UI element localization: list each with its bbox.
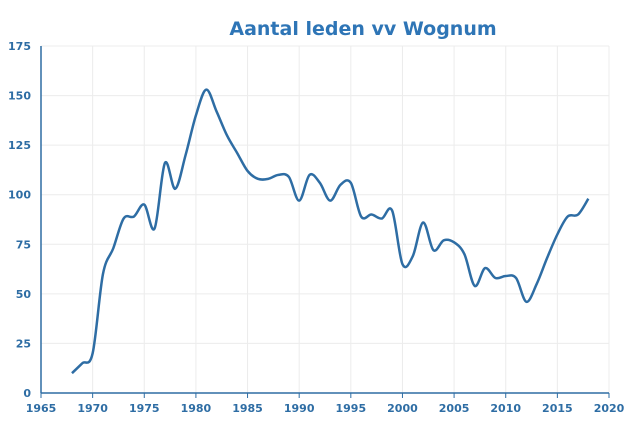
x-tick-label: 1970 <box>77 402 108 415</box>
y-tick-label: 50 <box>16 288 32 301</box>
x-tick-label: 2020 <box>594 402 625 415</box>
y-tick-label: 150 <box>8 90 31 103</box>
y-tick-label: 0 <box>23 387 31 400</box>
y-tick-label: 175 <box>8 40 31 53</box>
x-tick-label: 1965 <box>26 402 57 415</box>
x-tick-label: 1975 <box>129 402 160 415</box>
x-tick-label: 1995 <box>336 402 367 415</box>
chart-title: Aantal leden vv Wognum <box>229 18 496 40</box>
x-tick-label: 2010 <box>490 402 521 415</box>
y-tick-label: 125 <box>8 139 31 152</box>
x-tick-label: 1980 <box>181 402 212 415</box>
x-tick-label: 2005 <box>439 402 470 415</box>
y-tick-label: 75 <box>16 238 31 251</box>
y-tick-label: 100 <box>8 189 31 202</box>
x-tick-label: 2000 <box>387 402 418 415</box>
x-tick-label: 2015 <box>542 402 573 415</box>
x-tick-label: 1990 <box>284 402 315 415</box>
y-tick-label: 25 <box>16 337 31 350</box>
series-line <box>71 88 590 375</box>
x-tick-label: 1985 <box>232 402 263 415</box>
